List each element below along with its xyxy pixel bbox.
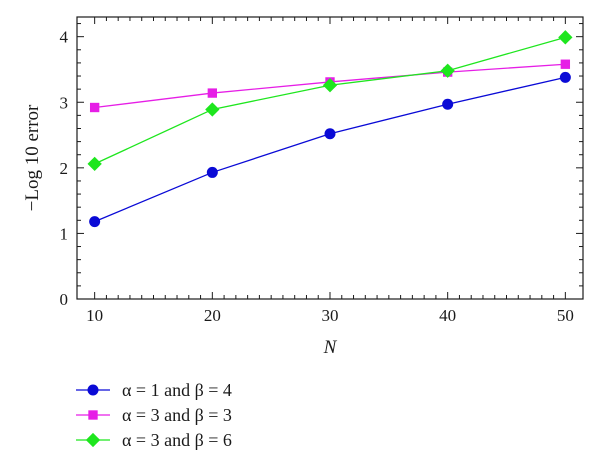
data-point xyxy=(559,71,571,83)
x-tick-label: 50 xyxy=(557,306,574,325)
series-1 xyxy=(89,71,571,228)
y-tick-label: 1 xyxy=(60,224,69,243)
legend-marker xyxy=(87,384,99,396)
data-point xyxy=(324,128,336,140)
series-line xyxy=(94,36,566,165)
legend-item: α = 3 and β = 6 xyxy=(76,430,232,450)
y-axis-label: −Log 10 error xyxy=(22,104,43,211)
x-tick-label: 20 xyxy=(204,306,221,325)
legend-label: α = 3 and β = 6 xyxy=(122,430,232,450)
tick-labels: 10 20 30 40 50 0 1 2 3 4 xyxy=(60,28,574,325)
data-point xyxy=(205,102,220,117)
data-point xyxy=(440,63,455,78)
y-tick-label: 2 xyxy=(60,159,69,178)
legend: α = 1 and β = 4 α = 3 and β = 3 α = 3 and … xyxy=(76,380,232,450)
legend-item: α = 1 and β = 4 xyxy=(76,380,232,400)
y-tick-label: 4 xyxy=(60,28,69,47)
y-tick-label: 0 xyxy=(60,290,69,309)
data-point xyxy=(560,59,571,69)
data-point xyxy=(442,98,454,110)
plot-frame xyxy=(76,16,584,300)
axis-ticks xyxy=(77,17,583,300)
x-tick-label: 30 xyxy=(322,306,339,325)
legend-item: α = 3 and β = 3 xyxy=(76,405,232,425)
data-point xyxy=(89,102,100,113)
data-point xyxy=(89,216,101,228)
series-layer xyxy=(87,30,573,228)
data-point xyxy=(322,78,338,93)
series-3 xyxy=(87,30,573,172)
legend-marker xyxy=(88,410,98,420)
x-tick-label: 10 xyxy=(86,306,103,325)
legend-label: α = 3 and β = 3 xyxy=(122,405,232,425)
y-tick-label: 3 xyxy=(60,93,69,112)
x-tick-label: 40 xyxy=(439,306,456,325)
data-point xyxy=(558,30,573,45)
legend-label: α = 1 and β = 4 xyxy=(122,380,232,400)
data-point xyxy=(87,156,102,172)
x-axis-label: N xyxy=(323,337,338,358)
data-point xyxy=(206,166,218,178)
legend-marker xyxy=(85,432,101,448)
data-point xyxy=(207,88,218,98)
